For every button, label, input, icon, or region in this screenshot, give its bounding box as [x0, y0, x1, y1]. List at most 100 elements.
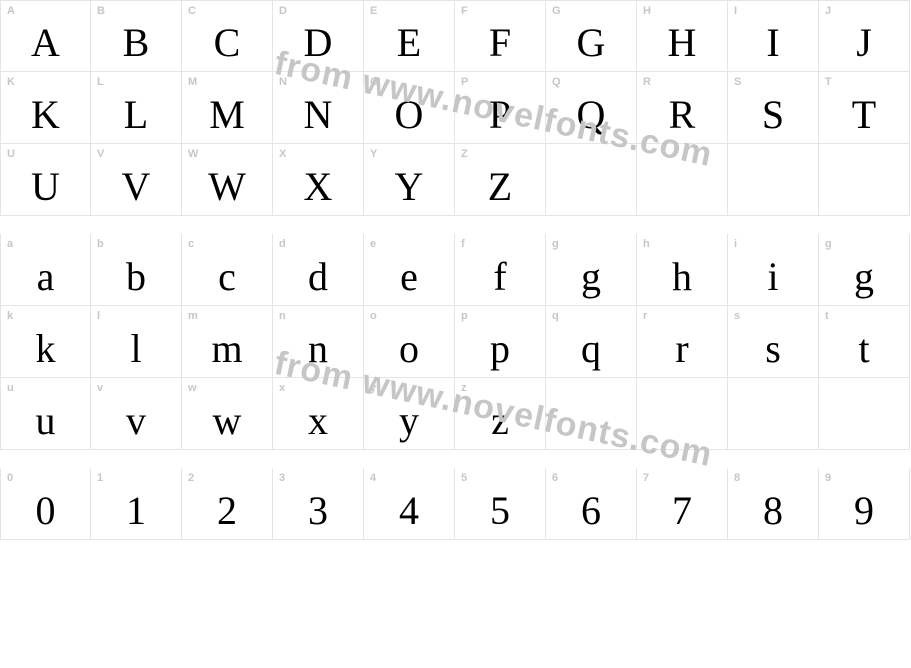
- glyph-cell[interactable]: ii: [728, 234, 819, 306]
- glyph-cell[interactable]: CC: [182, 0, 273, 72]
- glyph-cell[interactable]: uu: [0, 378, 91, 450]
- section-gap: [0, 450, 911, 468]
- glyph-label: W: [188, 148, 198, 160]
- glyph-cell[interactable]: VV: [91, 144, 182, 216]
- glyph-cell[interactable]: 00: [0, 468, 91, 540]
- glyph-cell[interactable]: gg: [546, 234, 637, 306]
- glyph-character: c: [182, 257, 272, 297]
- glyph-cell[interactable]: oo: [364, 306, 455, 378]
- glyph-cell[interactable]: [546, 378, 637, 450]
- glyph-character: 4: [364, 491, 454, 531]
- glyph-character: L: [91, 95, 181, 135]
- glyph-cell[interactable]: 99: [819, 468, 910, 540]
- glyph-cell[interactable]: ss: [728, 306, 819, 378]
- glyph-cell[interactable]: 33: [273, 468, 364, 540]
- glyph-cell[interactable]: QQ: [546, 72, 637, 144]
- glyph-label: I: [734, 5, 737, 17]
- glyph-cell[interactable]: [819, 378, 910, 450]
- glyph-cell[interactable]: OO: [364, 72, 455, 144]
- glyph-character: D: [273, 23, 363, 63]
- glyph-row: KKLLMMNNOOPPQQRRSSTT: [0, 72, 911, 144]
- glyph-cell[interactable]: yy: [364, 378, 455, 450]
- glyph-character: Y: [364, 167, 454, 207]
- glyph-character: 7: [637, 491, 727, 531]
- glyph-cell[interactable]: BB: [91, 0, 182, 72]
- glyph-cell[interactable]: cc: [182, 234, 273, 306]
- glyph-cell[interactable]: aa: [0, 234, 91, 306]
- glyph-cell[interactable]: [728, 144, 819, 216]
- glyph-cell[interactable]: LL: [91, 72, 182, 144]
- glyph-cell[interactable]: ff: [455, 234, 546, 306]
- glyph-cell[interactable]: WW: [182, 144, 273, 216]
- glyph-cell[interactable]: 88: [728, 468, 819, 540]
- glyph-label: 6: [552, 472, 558, 484]
- glyph-label: k: [7, 310, 13, 322]
- glyph-character: W: [182, 167, 272, 207]
- glyph-cell[interactable]: ll: [91, 306, 182, 378]
- glyph-cell[interactable]: bb: [91, 234, 182, 306]
- glyph-cell[interactable]: mm: [182, 306, 273, 378]
- glyph-character: b: [91, 257, 181, 297]
- glyph-cell[interactable]: nn: [273, 306, 364, 378]
- glyph-cell[interactable]: pp: [455, 306, 546, 378]
- glyph-label: 4: [370, 472, 376, 484]
- glyph-cell[interactable]: tt: [819, 306, 910, 378]
- glyph-label: C: [188, 5, 196, 17]
- glyph-cell[interactable]: kk: [0, 306, 91, 378]
- glyph-cell[interactable]: DD: [273, 0, 364, 72]
- glyph-label: n: [279, 310, 286, 322]
- glyph-cell[interactable]: GG: [546, 0, 637, 72]
- glyph-cell[interactable]: UU: [0, 144, 91, 216]
- glyph-cell[interactable]: XX: [273, 144, 364, 216]
- glyph-cell[interactable]: [728, 378, 819, 450]
- glyph-cell[interactable]: YY: [364, 144, 455, 216]
- glyph-cell[interactable]: ww: [182, 378, 273, 450]
- glyph-label: c: [188, 238, 194, 250]
- glyph-cell[interactable]: ee: [364, 234, 455, 306]
- glyph-cell[interactable]: gg: [819, 234, 910, 306]
- glyph-cell[interactable]: 55: [455, 468, 546, 540]
- glyph-cell[interactable]: PP: [455, 72, 546, 144]
- glyph-character: I: [728, 23, 818, 63]
- section-gap: [0, 216, 911, 234]
- glyph-cell[interactable]: [819, 144, 910, 216]
- glyph-cell[interactable]: ZZ: [455, 144, 546, 216]
- glyph-character: X: [273, 167, 363, 207]
- glyph-cell[interactable]: EE: [364, 0, 455, 72]
- glyph-character: 6: [546, 491, 636, 531]
- glyph-cell[interactable]: JJ: [819, 0, 910, 72]
- glyph-cell[interactable]: zz: [455, 378, 546, 450]
- glyph-cell[interactable]: 44: [364, 468, 455, 540]
- glyph-cell[interactable]: qq: [546, 306, 637, 378]
- glyph-cell[interactable]: TT: [819, 72, 910, 144]
- glyph-cell[interactable]: vv: [91, 378, 182, 450]
- glyph-cell[interactable]: 11: [91, 468, 182, 540]
- glyph-cell[interactable]: 22: [182, 468, 273, 540]
- glyph-cell[interactable]: RR: [637, 72, 728, 144]
- glyph-character: t: [819, 329, 909, 369]
- glyph-character: 2: [182, 491, 272, 531]
- glyph-cell[interactable]: [637, 378, 728, 450]
- glyph-cell[interactable]: 66: [546, 468, 637, 540]
- glyph-cell[interactable]: [637, 144, 728, 216]
- glyph-cell[interactable]: KK: [0, 72, 91, 144]
- glyph-character: p: [455, 329, 545, 369]
- glyph-cell[interactable]: hh: [637, 234, 728, 306]
- glyph-cell[interactable]: 77: [637, 468, 728, 540]
- glyph-cell[interactable]: AA: [0, 0, 91, 72]
- glyph-label: 9: [825, 472, 831, 484]
- glyph-cell[interactable]: HH: [637, 0, 728, 72]
- glyph-cell[interactable]: dd: [273, 234, 364, 306]
- glyph-cell[interactable]: [546, 144, 637, 216]
- glyph-cell[interactable]: MM: [182, 72, 273, 144]
- glyph-character: z: [455, 401, 545, 441]
- glyph-cell[interactable]: rr: [637, 306, 728, 378]
- glyph-character: S: [728, 95, 818, 135]
- glyph-cell[interactable]: SS: [728, 72, 819, 144]
- glyph-cell[interactable]: NN: [273, 72, 364, 144]
- glyph-character: C: [182, 23, 272, 63]
- glyph-label: a: [7, 238, 13, 250]
- glyph-cell[interactable]: xx: [273, 378, 364, 450]
- glyph-cell[interactable]: II: [728, 0, 819, 72]
- glyph-cell[interactable]: FF: [455, 0, 546, 72]
